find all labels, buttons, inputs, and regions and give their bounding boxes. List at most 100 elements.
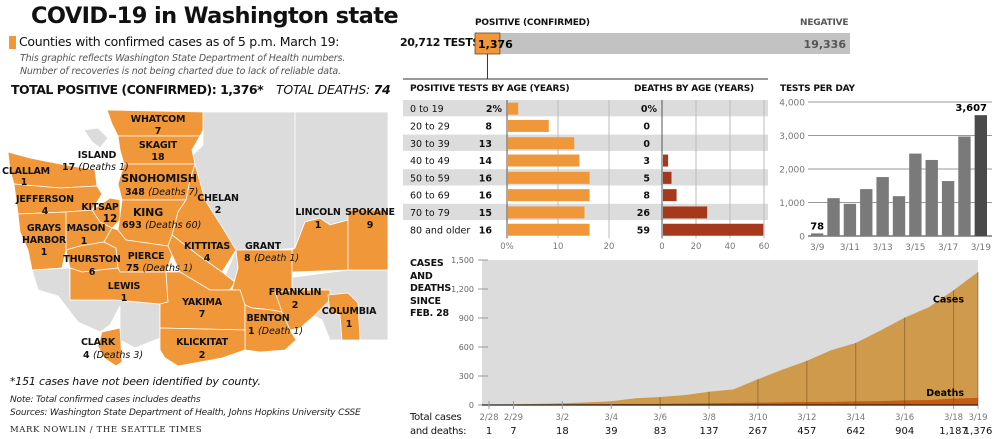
- svg-text:693 (Deaths 60): 693 (Deaths 60): [122, 220, 201, 231]
- deaths-value-label: 3: [643, 156, 650, 167]
- totals-label-line2: and deaths:: [410, 426, 467, 437]
- label-thurston: THURSTON 6: [63, 254, 121, 278]
- age-row-label: 50 to 59: [410, 173, 450, 184]
- county-islands: [83, 127, 109, 149]
- page-title: COVID-19 in Washington state: [31, 3, 399, 29]
- deaths-bar: [663, 206, 708, 219]
- svg-text:SPOKANE: SPOKANE: [345, 207, 395, 218]
- map-base: [31, 111, 389, 349]
- svg-text:GRAYS: GRAYS: [27, 223, 62, 234]
- positive-value-label: 14: [479, 156, 493, 167]
- deaths-area: [489, 397, 978, 405]
- totals-row-label: Total cases and deaths:: [410, 411, 466, 439]
- svg-text:4: 4: [204, 253, 211, 264]
- positive-axis-tick: 0%: [500, 242, 514, 252]
- footnote-unidentified: *151 cases have not been identified by c…: [10, 375, 261, 388]
- positive-by-age-title: POSITIVE TESTS BY AGE (YEARS): [410, 84, 570, 94]
- note-total-includes-deaths: Note: Total confirmed cases includes dea…: [10, 395, 201, 405]
- svg-text:ISLAND: ISLAND: [78, 150, 117, 161]
- cases-series-label: Cases: [933, 295, 964, 306]
- svg-text:YAKIMA: YAKIMA: [181, 297, 223, 308]
- cases-x-tick: 3/10: [748, 413, 767, 423]
- deaths-value-label: 8: [643, 191, 650, 202]
- credit: MARK NOWLIN / THE SEATTLE TIMES: [10, 425, 203, 435]
- label-klickitat: KLICKITAT 2: [176, 337, 229, 361]
- negative-value-label: 19,336: [804, 38, 847, 51]
- svg-text:8 (Death 1): 8 (Death 1): [244, 253, 299, 264]
- positive-bar: [508, 102, 519, 115]
- svg-text:18: 18: [151, 152, 165, 163]
- tpd-x-tick: 3/9: [810, 243, 825, 253]
- label-snohomish: SNOHOMISH 348 (Deaths 7): [121, 172, 198, 198]
- tpd-y-tick: 3,000: [779, 132, 805, 142]
- cases-total-value: 1: [486, 426, 492, 437]
- total-tests-label: 20,712 TESTS: [400, 36, 480, 49]
- svg-text:HARBOR: HARBOR: [22, 235, 67, 246]
- svg-text:4: 4: [42, 206, 49, 217]
- tpd-bar: [974, 115, 987, 236]
- row-stripe: [403, 134, 768, 151]
- svg-text:KITTITAS: KITTITAS: [184, 241, 230, 252]
- svg-text:CLARK: CLARK: [81, 337, 116, 348]
- county-columbia: [327, 292, 361, 341]
- tpd-y-tick: 0: [799, 233, 805, 243]
- cases-total-value: 1,187: [939, 426, 968, 437]
- tpd-y-tick: 4,000: [779, 99, 805, 109]
- svg-text:7: 7: [155, 126, 162, 137]
- cases-y-tick: 600: [459, 343, 474, 352]
- svg-text:KING: KING: [133, 206, 163, 219]
- cases-total-value: 7: [510, 426, 516, 437]
- svg-text:LINCOLN: LINCOLN: [295, 207, 340, 218]
- label-mason: MASON 1: [67, 223, 106, 247]
- cases-x-tick: 3/19: [968, 413, 987, 423]
- svg-text:SNOHOMISH: SNOHOMISH: [121, 172, 196, 185]
- tpd-y-tick: 2,000: [779, 166, 805, 176]
- age-row-label: 40 to 49: [410, 156, 450, 167]
- svg-text:7: 7: [199, 309, 206, 320]
- tpd-bar: [860, 189, 873, 236]
- cases-title-line: DEATHS: [410, 283, 452, 294]
- age-row-label: 60 to 69: [410, 191, 450, 202]
- county-spokane: [347, 209, 389, 271]
- cases-chart-title: CASES AND DEATHS SINCE FEB. 28: [410, 258, 451, 321]
- age-bar-charts: 0% 10 20 0 20 40 60 0 to 19 2% 0% 20 to 29 8 0 30 to …: [403, 100, 770, 252]
- cases-total-value: 1,376: [964, 426, 993, 437]
- tpd-first-label: 78: [810, 221, 824, 232]
- label-clark: CLARK 4 (Deaths 3): [81, 337, 143, 361]
- county-clark: [97, 327, 123, 367]
- deaths-bar: [663, 154, 669, 167]
- tests-per-day-chart: 0 1,000 2,000 3,000 4,000 3/9 3/11 3/13 3/15 3/17…: [779, 99, 992, 253]
- positive-bar: [508, 223, 590, 236]
- svg-text:2: 2: [292, 300, 299, 311]
- legend-note-line1: This graphic reflects Washington State D…: [20, 53, 346, 64]
- positive-bar: [508, 189, 590, 202]
- positive-header: POSITIVE (CONFIRMED): [475, 18, 590, 28]
- total-deaths-label: TOTAL DEATHS:: [276, 82, 374, 97]
- svg-text:MASON: MASON: [67, 223, 106, 234]
- deaths-bar: [663, 171, 672, 184]
- deaths-axis-tick: 60: [759, 242, 770, 252]
- positive-bar: [508, 154, 580, 167]
- cases-x-tick: 3/14: [846, 413, 865, 423]
- tpd-bar: [843, 203, 857, 236]
- svg-text:COLUMBIA: COLUMBIA: [322, 306, 377, 317]
- cases-total-value: 267: [748, 426, 767, 437]
- positive-value-label: 15: [479, 208, 492, 219]
- svg-text:CHELAN: CHELAN: [197, 193, 239, 204]
- cases-title-line: FEB. 28: [410, 308, 449, 319]
- cases-x-tick: 3/16: [895, 413, 914, 423]
- sources: Sources: Washington State Department of …: [10, 408, 361, 418]
- cases-x-tick: 3/4: [604, 413, 618, 423]
- deaths-value-label: 0: [643, 121, 650, 132]
- age-row-label: 30 to 39: [410, 139, 450, 150]
- svg-text:1: 1: [346, 319, 353, 330]
- tpd-last-label: 3,607: [955, 103, 987, 114]
- svg-text:17 (Deaths 1): 17 (Deaths 1): [62, 162, 129, 173]
- svg-text:1: 1: [121, 293, 128, 304]
- deaths-value-label: 0: [643, 139, 650, 150]
